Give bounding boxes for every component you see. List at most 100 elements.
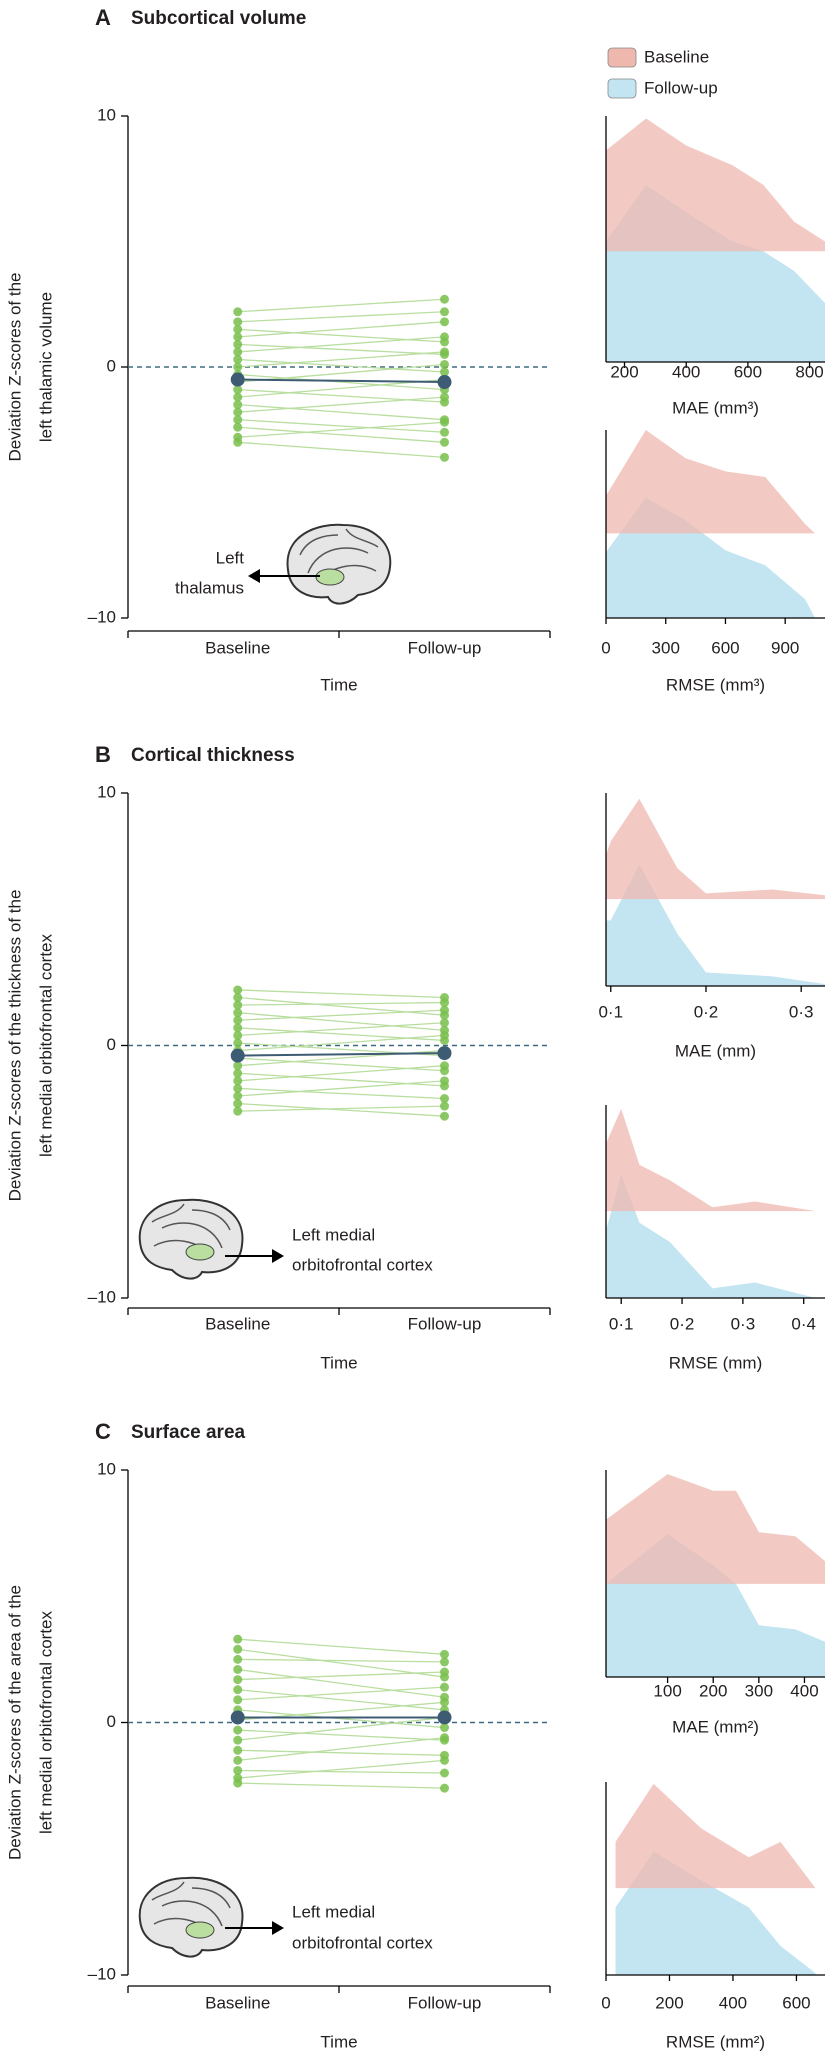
subject-line [237,1102,445,1117]
y-axis-label: Deviation Z-scores of the [5,273,24,462]
subject-point [440,294,449,304]
density-area [615,1783,816,1889]
mean-point [437,375,452,390]
subject-point [233,332,243,342]
subject-point [233,339,243,349]
subject-line [237,1759,445,1779]
x-tick-label: 100 [653,1681,681,1700]
brain-icon [286,523,392,605]
subject-line [237,1729,445,1741]
subject-point [440,1094,449,1104]
brain-fold [151,1881,185,1901]
subject-line [237,1065,445,1082]
brain-fold [191,1887,231,1909]
annotation: thalamus [175,578,244,597]
subject-line [237,1087,445,1100]
subject-point [233,1076,243,1086]
subject-point [233,1778,243,1788]
density-area [606,430,816,534]
subject-point [233,1038,243,1048]
subject-point [233,1000,243,1010]
panel-letter: B [95,742,111,767]
subject-point [233,1745,243,1755]
x-tick-label: 0·1 [609,1314,634,1333]
x-tick-label: 200 [610,362,638,381]
brain-outline [286,523,392,605]
subject-point [233,1675,243,1685]
subject-point [440,1030,449,1040]
mean-line [237,1052,445,1057]
y-axis-label: left medial orbitofrontal cortex [36,1611,55,1834]
subject-point [440,1755,449,1765]
subject-point [233,415,243,425]
y-axis-label: left thalamic volume [36,292,55,442]
density-area [606,1474,825,1584]
subject-point [233,1755,243,1765]
subject-point [440,1783,449,1793]
subject-point [233,1061,243,1071]
y-axis-label: Deviation Z-scores of the thickness of t… [5,890,24,1202]
subject-point [233,400,243,410]
legend-label: Follow-up [644,78,718,97]
subject-line [237,373,445,391]
x-tick-label: 600 [782,1993,810,2012]
subject-line [237,1022,445,1037]
subject-point [440,332,449,342]
brain-region [185,1243,215,1261]
subject-line [237,1034,445,1052]
subject-line [237,1012,445,1031]
x-tick-label: 400 [790,1681,818,1700]
panel-letter: A [95,5,111,30]
subject-line [237,419,445,433]
subject-point [440,1649,449,1659]
mean-point [230,1048,245,1063]
subject-point [233,324,243,334]
subject-point [233,1765,243,1775]
x-tick-label: Follow-up [408,1993,482,2012]
subject-point [440,367,449,377]
mean-point [230,1710,245,1725]
subject-line [237,1001,445,1006]
x-tick-label: 0·4 [791,1314,816,1333]
subject-point [440,437,449,447]
subject-line [237,1671,445,1681]
subject-line [237,1689,445,1711]
y-tick-label: 0 [107,1712,116,1731]
panel-title: Subcortical volume [131,8,306,29]
mean-point [437,1710,452,1725]
annotation-arrowhead [248,569,260,583]
x-tick-label: 600 [734,362,762,381]
subject-line [237,1057,445,1072]
x-tick-label: Follow-up [408,638,482,657]
annotation: orbitofrontal cortex [292,1933,433,1952]
subject-line [237,1009,445,1021]
brain-fold [345,528,379,548]
subject-line [237,441,445,459]
x-tick-label: Baseline [205,1993,270,2012]
subject-point [233,1106,243,1116]
subject-point [440,1733,449,1743]
subject-line [237,1668,445,1698]
subject-point [233,1664,243,1674]
brain-icon [138,1198,244,1280]
subject-point [440,1667,449,1677]
x-axis-label: RMSE (mm) [669,1353,762,1372]
annotation-arrowhead [272,1921,284,1935]
y-tick-label: –10 [88,607,116,626]
x-tick-label: 0·2 [670,1314,695,1333]
annotation: Left medial [292,1902,375,1921]
subject-line [237,989,445,999]
brain-region [185,1921,215,1939]
x-axis-label: RMSE (mm²) [666,2032,765,2051]
y-tick-label: 10 [97,782,116,801]
x-axis-label: Time [320,675,357,694]
brain-icon [138,1876,244,1958]
subject-line [237,996,445,1016]
density-area [606,798,825,900]
y-tick-label: –10 [88,1964,116,1983]
subject-point [440,998,449,1008]
subject-point [440,1682,449,1692]
subject-point [440,1723,449,1733]
subject-line [237,328,445,343]
subject-line [237,1716,445,1741]
